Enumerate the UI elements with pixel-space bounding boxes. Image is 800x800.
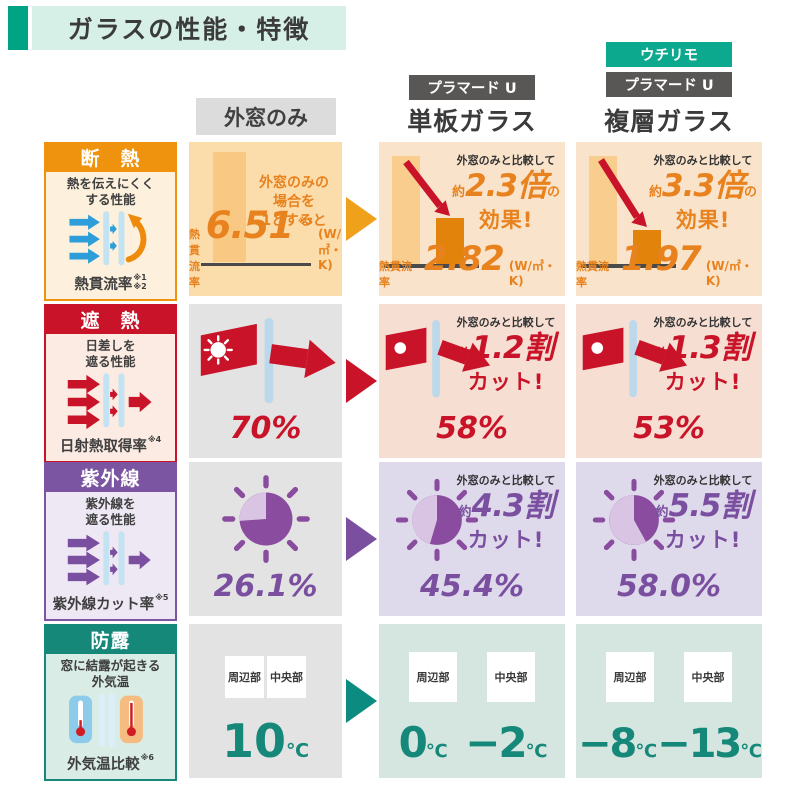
arrow-right-icon [346,359,377,403]
location-chips: 周辺部 中央部 [576,652,762,702]
comparison-text: 外窓のみと比較して 約 4.3割 カット! [456,474,556,552]
uv-block-arrows-icon [67,531,151,586]
brand-badge-plamado-u-double: プラマード U [606,72,732,97]
baseline-value: 26.1% [213,569,318,604]
sunlight-through-glass-icon [200,318,336,404]
baseline-value: 70% [229,411,302,446]
insulation-single-cell: 外窓のみと比較して 約 2.3倍 の 効果! 熱貫流率 2.82 (W/㎡・K) [379,142,565,296]
bar-comparison-icon [384,156,479,268]
double-value: 58.0% [616,569,722,604]
uv-single-cell: 外窓のみと比較して 約 4.3割 カット! 45.4% [379,462,565,616]
heat-shield-row-title: 遮 熱 [44,304,177,334]
heat-shield-description: 日差しを 遮る性能 [85,338,136,369]
baseline-note: 外窓のみの 場合を 1とすると [259,175,329,229]
baseline-bar [213,152,246,262]
edge-chip: 周辺部 [409,652,457,702]
condensation-metric-label: 外気温比較 ※6 [67,753,154,774]
edge-chip: 周辺部 [606,652,654,702]
insulation-row-title: 断 熱 [44,142,177,172]
sun-block-arrows-icon [67,373,152,430]
uv-double-cell: 外窓のみと比較して 約 5.5割 カット! 58.0% [576,462,762,616]
uv-sun-pie-icon [592,478,676,562]
condensation-description: 窓に結露が起きる 外気温 [60,658,161,689]
center-chip: 中央部 [487,652,535,702]
comparison-text: 外窓のみと比較して 約 1.3割 カット! [653,316,753,394]
baseline-temperature: 10℃ [221,714,310,768]
uv-sun-pie-icon [222,475,310,563]
row-label-uv: 紫外線 紫外線を 遮る性能 紫外線カット率 ※5 [44,462,177,622]
single-value: 45.4% [419,569,525,604]
double-value: 53% [633,411,705,446]
heat-shield-row-body: 日差しを 遮る性能 日射熱取得率 ※4 [44,334,177,464]
arrow-right-icon [346,517,377,561]
heat-shield-baseline-cell: 70% [189,304,342,458]
page-title-text: ガラスの性能・特徴 [67,15,311,44]
baseline-uvalue: 熱貫流率 6.51 ※3 (W/㎡・K) [189,204,343,289]
insulation-description: 熱を伝えにくく する性能 [66,176,155,207]
single-uvalue: 熱貫流率 2.82 (W/㎡・K) [379,239,556,289]
insulation-metric-label: 熱貫流率 ※1 ※2 [74,273,147,294]
location-chips: 周辺部 中央部 [379,652,565,702]
center-chip: 中央部 [684,652,732,702]
arrow-right-icon [346,679,377,723]
heat-shield-metric-label: 日射熱取得率 ※4 [59,435,162,456]
heat-shield-metric-notes: ※4 [147,435,162,445]
column-type-single-glass: 単板ガラス [407,107,537,136]
insulation-metric-notes: ※1 ※2 [133,273,147,292]
condensation-double-cell: 周辺部 中央部 −8℃ −13℃ [576,624,762,778]
row-label-condensation: 防露 窓に結露が起きる 外気温 外気温比較 ※6 [44,624,177,782]
heat-insulation-icon [69,211,147,266]
column-header-double-glass: ウチリモ プラマード U 複層ガラス [576,42,762,138]
condensation-baseline-cell: 周辺部 中央部 10℃ [189,624,342,778]
brand-badge-plamado-u-single: プラマード U [409,75,535,100]
single-temperatures: 0℃ −2℃ [398,718,548,767]
thermometers-icon [69,693,143,748]
heat-shield-single-cell: 外窓のみと比較して 約 1.2割 カット! 58% [379,304,565,458]
row-label-insulation: 断 熱 熱を伝えにくく する性能 熱貫流率 ※1 ※2 [44,142,177,302]
double-temperatures: −8℃ −13℃ [577,721,762,767]
page-title: ガラスの性能・特徴 [32,6,346,50]
comparison-text: 外窓のみと比較して 約 3.3倍 の 効果! [649,154,757,232]
center-chip: 中央部 [267,656,306,698]
baseline-axis [201,263,311,266]
condensation-metric-notes: ※6 [140,753,154,763]
insulation-baseline-cell: 外窓のみの 場合を 1とすると 熱貫流率 6.51 ※3 (W/㎡・K) [189,142,342,296]
bar-comparison-icon [581,156,676,268]
uv-metric-label: 紫外線カット率 ※5 [52,593,169,614]
condensation-single-cell: 周辺部 中央部 0℃ −2℃ [379,624,565,778]
edge-chip: 周辺部 [225,656,264,698]
column-header-single-glass: プラマード U 単板ガラス [379,75,565,138]
column-type-double-glass: 複層ガラス [604,107,734,136]
brand-badge-uchirimo: ウチリモ [606,42,732,67]
insulation-row-body: 熱を伝えにくく する性能 熱貫流率 ※1 ※2 [44,172,177,302]
comparison-text: 外窓のみと比較して 約 1.2割 カット! [456,316,556,394]
location-chips: 周辺部 中央部 [189,656,342,698]
comparison-text: 外窓のみと比較して 約 5.5割 カット! [653,474,753,552]
sunlight-cut-icon [582,319,688,398]
uv-row-title: 紫外線 [44,462,177,492]
column-header-baseline: 外窓のみ [196,98,336,135]
uv-baseline-cell: 26.1% [189,462,342,616]
insulation-double-cell: 外窓のみと比較して 約 3.3倍 の 効果! 熱貫流率 1.97 (W/㎡・K) [576,142,762,296]
uv-description: 紫外線を 遮る性能 [85,496,136,527]
single-value: 58% [436,411,508,446]
uv-sun-pie-icon [395,478,479,562]
double-uvalue: 熱貫流率 1.97 (W/㎡・K) [576,239,753,289]
condensation-row-body: 窓に結露が起きる 外気温 外気温比較 ※6 [44,654,177,782]
uv-metric-notes: ※5 [155,593,169,603]
title-accent-block [8,6,28,50]
heat-shield-double-cell: 外窓のみと比較して 約 1.3割 カット! 53% [576,304,762,458]
row-label-heat-shield: 遮 熱 日差しを 遮る性能 日射熱取得率 ※4 [44,304,177,464]
comparison-text: 外窓のみと比較して 約 2.3倍 の 効果! [452,154,560,232]
uv-row-body: 紫外線を 遮る性能 紫外線カット率 ※5 [44,492,177,622]
sunlight-cut-icon [385,319,491,398]
arrow-right-icon [346,197,377,241]
condensation-row-title: 防露 [44,624,177,654]
